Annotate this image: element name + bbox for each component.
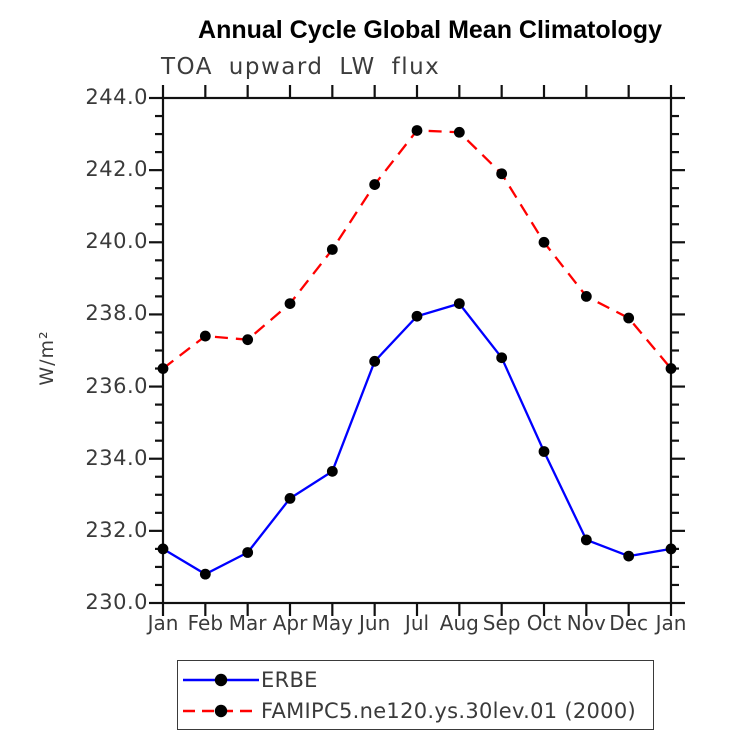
data-point — [665, 543, 677, 555]
x-tick-label: Feb — [187, 611, 224, 635]
x-tick-label: Jan — [147, 611, 179, 635]
data-point — [538, 236, 550, 248]
legend-line-sample-famipc5 — [182, 702, 260, 720]
data-point — [538, 446, 550, 457]
data-point — [242, 547, 254, 558]
data-point — [411, 310, 423, 322]
data-point — [665, 363, 677, 374]
series-line-0 — [162, 302, 672, 576]
x-tick-label: Sep — [482, 611, 521, 635]
plot-frame — [161, 96, 673, 605]
data-point — [496, 168, 508, 180]
data-point — [326, 244, 338, 255]
data-point — [369, 355, 381, 367]
chart-subtitle: TOA upward LW flux — [161, 54, 441, 80]
x-tick-label: Jun — [359, 611, 391, 635]
x-tick-label: Oct — [526, 611, 562, 635]
x-tick-label: Dec — [609, 611, 648, 635]
data-point — [326, 465, 338, 477]
x-tick-label: Jul — [404, 611, 430, 635]
y-tick-label: 240.0 — [85, 229, 148, 254]
data-point — [453, 298, 465, 310]
y-tick-label: 232.0 — [85, 517, 148, 542]
series-markers-1 — [157, 125, 677, 374]
data-point — [242, 334, 254, 346]
legend-line-sample-erbe — [182, 671, 260, 689]
x-tick-label: Aug — [439, 611, 479, 635]
data-point — [284, 492, 296, 504]
series-markers-0 — [157, 298, 677, 580]
y-tick-label: 234.0 — [85, 445, 148, 470]
x-tick-label: Jan — [655, 611, 687, 635]
data-point — [453, 126, 465, 138]
data-point — [369, 179, 381, 190]
legend-item-erbe: ERBE — [178, 664, 653, 695]
legend-item-famipc5: FAMIPC5.ne120.ys.30lev.01 (2000) — [178, 695, 653, 726]
data-point — [496, 352, 508, 364]
data-point — [623, 312, 635, 324]
legend-label-famipc5: FAMIPC5.ne120.ys.30lev.01 (2000) — [261, 698, 636, 723]
x-tick-label: Mar — [228, 611, 267, 635]
data-point — [411, 125, 423, 136]
y-axis-ticks — [149, 96, 685, 605]
chart-title: Annual Cycle Global Mean Climatology — [198, 16, 662, 44]
y-tick-label: 238.0 — [85, 301, 148, 326]
y-tick-label: 242.0 — [85, 157, 148, 182]
x-tick-label: May — [311, 611, 353, 635]
data-point — [284, 298, 296, 310]
data-point — [157, 363, 169, 374]
data-point — [199, 330, 211, 342]
data-point — [199, 568, 211, 580]
data-point — [623, 550, 635, 562]
legend: ERBE FAMIPC5.ne120.ys.30lev.01 (2000) — [177, 660, 654, 730]
legend-label-erbe: ERBE — [261, 667, 318, 692]
data-point — [157, 543, 169, 555]
x-axis-ticks — [161, 85, 673, 616]
y-tick-label: 244.0 — [85, 85, 148, 109]
data-point — [580, 290, 592, 302]
x-tick-label: Nov — [566, 611, 606, 635]
y-tick-label: 230.0 — [85, 590, 148, 614]
y-tick-label: 236.0 — [85, 373, 148, 398]
data-point — [580, 534, 592, 546]
series-line-1 — [162, 129, 672, 370]
x-tick-label: Apr — [272, 611, 308, 635]
